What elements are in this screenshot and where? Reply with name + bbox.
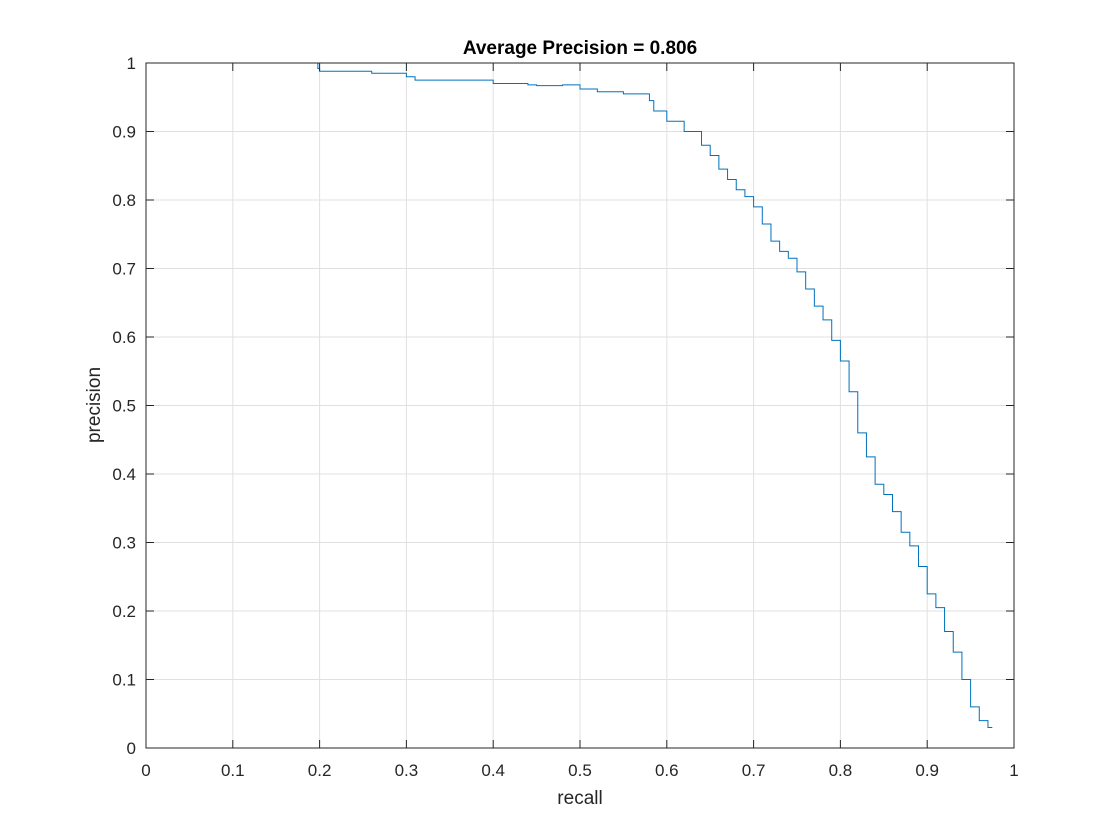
chart-title: Average Precision = 0.806 bbox=[463, 38, 697, 59]
y-tick-label: 0.9 bbox=[112, 123, 136, 142]
y-tick-label: 0.5 bbox=[112, 397, 136, 416]
x-tick-label: 0.2 bbox=[308, 761, 332, 780]
y-tick-label: 0.3 bbox=[112, 534, 136, 553]
x-tick-label: 0.9 bbox=[915, 761, 939, 780]
y-tick-label: 0.2 bbox=[112, 602, 136, 621]
y-tick-label: 0.7 bbox=[112, 260, 136, 279]
x-tick-label: 0.7 bbox=[742, 761, 766, 780]
pr-curve-line bbox=[146, 62, 993, 728]
x-tick-label: 0.6 bbox=[655, 761, 679, 780]
ticks: 0 0.1 0.2 0.3 0.4 0.5 0.6 0.7 0.8 0.9 1 0 0.1 0.2 0.3 0… bbox=[112, 54, 1018, 780]
y-tick-label: 0.8 bbox=[112, 191, 136, 210]
y-tick-label: 0.6 bbox=[112, 328, 136, 347]
x-tick-label: 0.3 bbox=[395, 761, 419, 780]
x-tick-label: 0.4 bbox=[481, 761, 505, 780]
x-axis-label: recall bbox=[557, 788, 602, 809]
y-tick-label: 0 bbox=[127, 739, 136, 758]
y-tick-label: 0.1 bbox=[112, 671, 136, 690]
y-tick-label: 0.4 bbox=[112, 465, 136, 484]
x-tick-label: 1 bbox=[1009, 761, 1018, 780]
y-axis-label: precision bbox=[84, 367, 105, 443]
series-group bbox=[146, 62, 993, 728]
x-tick-label: 0.8 bbox=[829, 761, 853, 780]
y-tick-label: 1 bbox=[127, 54, 136, 73]
x-tick-label: 0 bbox=[141, 761, 150, 780]
x-tick-label: 0.5 bbox=[568, 761, 592, 780]
x-tick-label: 0.1 bbox=[221, 761, 245, 780]
